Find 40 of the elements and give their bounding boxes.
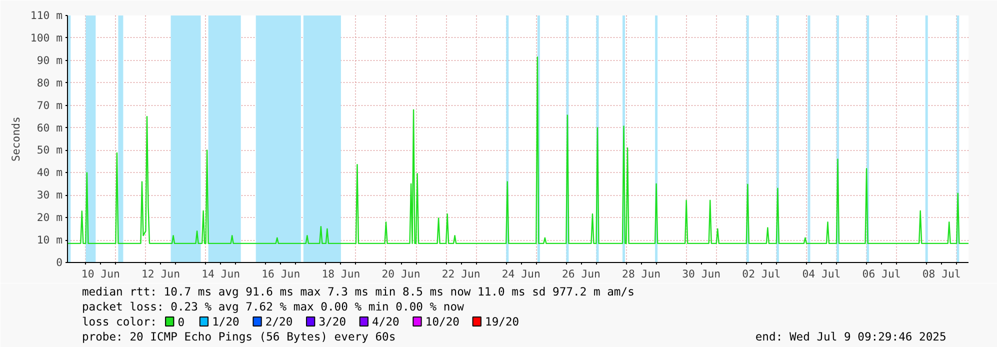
legend-label: 19/20 — [485, 314, 520, 328]
y-tick-label: 80 m — [36, 76, 63, 90]
x-tick-label: 30 Jun — [682, 268, 721, 280]
x-tick-label: 16 Jun — [262, 268, 300, 280]
y-axis-title: Seconds — [9, 116, 22, 162]
x-tick-label: 22 Jun — [442, 268, 480, 280]
text: median rtt: 10.7 ms avg 91.6 ms max 7.3 ms min 8.5 ms now 11.0 ms sd 977.2 m am/s — [82, 284, 634, 298]
x-tick-label: 24 Jun — [502, 268, 540, 280]
x-tick-label: 14 Jun — [202, 268, 240, 280]
legend-label: 10/20 — [425, 314, 460, 328]
y-tick-label: 60 m — [36, 121, 63, 134]
x-tick-label: 04 Jul — [802, 268, 841, 280]
y-tick-label: 110 m — [30, 9, 62, 22]
y-tick-label: 50 m — [36, 144, 63, 157]
x-tick-label: 06 Jul — [862, 268, 901, 280]
y-tick-label: 90 m — [36, 54, 63, 67]
text: end: Wed Jul 9 09:29:46 2025 — [755, 330, 946, 344]
legend-label: 1/20 — [212, 314, 240, 328]
legend-label: 4/20 — [372, 314, 400, 328]
legend-label: 0 — [178, 315, 185, 329]
y-tick-label: 10 m — [36, 234, 63, 247]
legend-title: loss color: — [82, 314, 157, 328]
x-tick-label: 08 Jul — [922, 268, 961, 280]
legend-label: 2/20 — [265, 314, 293, 328]
y-tick-label: 30 m — [36, 188, 63, 202]
y-tick-label: 0 — [56, 256, 63, 269]
y-tick-label: 40 m — [36, 166, 63, 180]
x-tick-label: 12 Jun — [142, 268, 180, 280]
x-tick-label: 18 Jun — [322, 268, 360, 280]
x-tick-label: 20 Jun — [382, 268, 420, 280]
y-tick-label: 100 m — [30, 31, 62, 44]
x-tick-label: 02 Jul — [742, 268, 781, 280]
legend-label: 3/20 — [318, 314, 346, 328]
x-tick-label: 26 Jun — [562, 268, 600, 280]
x-tick-label: 10 Jun — [81, 268, 120, 280]
x-tick-label: 28 Jun — [622, 268, 661, 280]
y-tick-label: 70 m — [36, 98, 63, 112]
text: probe: 20 ICMP Echo Pings (56 Bytes) every 60s — [82, 330, 396, 344]
y-tick-label: 20 m — [36, 211, 63, 224]
text: packet loss: 0.23 % avg 7.62 % max 0.00 % min 0.00 % now — [82, 300, 464, 314]
